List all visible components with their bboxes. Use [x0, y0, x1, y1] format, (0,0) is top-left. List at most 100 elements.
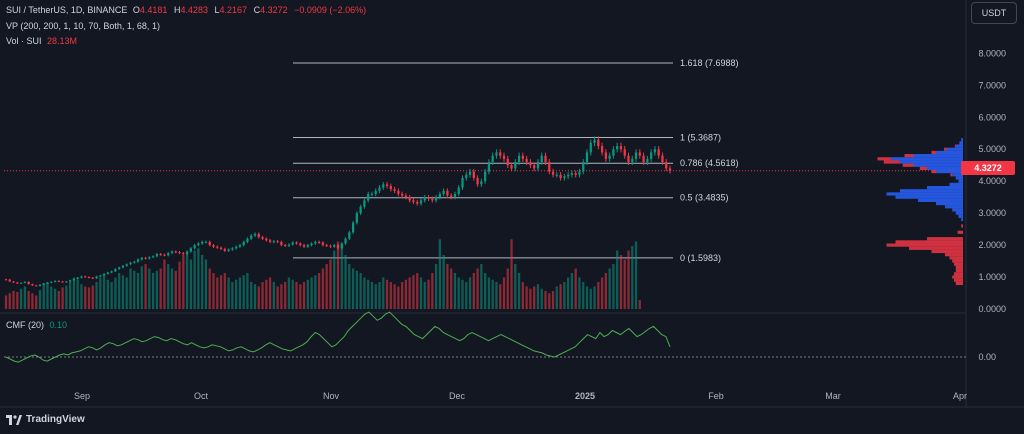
- volume-bar: [136, 273, 140, 309]
- volume-legend[interactable]: Vol · SUI 28.13M: [6, 36, 80, 46]
- price-tick-label: 5.0000: [978, 144, 1006, 154]
- candle-body: [8, 279, 11, 282]
- volume-bar: [367, 279, 370, 309]
- fib-level-label: 1 (5.3687): [680, 132, 721, 142]
- volume-bar: [514, 264, 517, 309]
- fib-level-label: 0.5 (3.4835): [680, 193, 729, 203]
- candle-body: [159, 254, 162, 256]
- volume-bar: [536, 284, 540, 309]
- volume-bar: [148, 268, 151, 309]
- candle-body: [585, 152, 589, 163]
- candle-body: [536, 162, 540, 169]
- currency-button[interactable]: USDT: [971, 2, 1017, 24]
- candle-body: [155, 254, 159, 257]
- vp-bar-down: [877, 157, 891, 161]
- vp-label: VP (200, 200, 1, 10, 70, Both, 1, 68, 1): [6, 21, 160, 31]
- volume-bar: [589, 288, 592, 309]
- candle-body: [110, 271, 113, 273]
- volume-bar: [246, 273, 249, 309]
- time-tick-label: Apr: [953, 391, 967, 401]
- price-tick-label: 3.0000: [978, 208, 1006, 218]
- candle-body: [99, 275, 102, 277]
- tradingview-logo[interactable]: TradingView: [6, 414, 85, 425]
- candle-body: [351, 222, 355, 233]
- candle-body: [359, 206, 362, 214]
- candle-body: [555, 174, 558, 176]
- candle-body: [506, 158, 509, 166]
- volume-bar: [616, 250, 619, 309]
- volume-bar: [242, 275, 245, 309]
- candle-body: [276, 241, 279, 243]
- candle-body: [170, 251, 174, 254]
- candle-body: [314, 241, 317, 244]
- volume-bar: [450, 268, 453, 309]
- volume-bar: [461, 279, 464, 309]
- candle-body: [125, 264, 128, 266]
- volume-bar: [321, 268, 325, 309]
- volume-bar: [378, 282, 381, 309]
- vp-bar-down: [954, 262, 963, 266]
- volume-bar: [227, 277, 230, 309]
- volume-bar: [325, 264, 328, 309]
- vp-legend[interactable]: VP (200, 200, 1, 10, 70, Both, 1, 68, 1): [6, 21, 163, 31]
- price-axis: 8.0000 7.0000 6.0000 5.0000 4.0000 3.0000 2.00…: [978, 48, 1006, 362]
- candle-body: [431, 198, 434, 201]
- cmf-legend[interactable]: CMF (20) 0.10: [6, 320, 70, 330]
- candle-body: [653, 149, 657, 153]
- vp-bar-down: [952, 275, 963, 279]
- candle-body: [201, 241, 204, 244]
- candle-body: [250, 235, 253, 239]
- candle-body: [57, 280, 60, 282]
- volume-bar: [382, 277, 385, 309]
- vp-bar-up: [955, 176, 963, 180]
- volume-bar: [125, 277, 128, 309]
- volume-bar: [495, 282, 498, 309]
- candle-body: [321, 242, 325, 246]
- volume-bar: [284, 282, 287, 309]
- volume-bar: [359, 273, 362, 309]
- vp-bar-down: [931, 170, 936, 174]
- candle-body: [567, 174, 570, 177]
- candle-body: [634, 152, 638, 159]
- candle-body: [551, 171, 555, 175]
- volume-bar: [19, 288, 23, 309]
- candle-body: [480, 181, 483, 185]
- candle-body: [525, 158, 528, 163]
- time-tick-label: Feb: [708, 391, 724, 401]
- vp-bar-up: [958, 214, 963, 218]
- vp-bar-down: [961, 224, 963, 228]
- volume-bar: [370, 282, 374, 309]
- candle-body: [242, 241, 245, 246]
- candle-body: [46, 282, 49, 284]
- volume-bar: [529, 288, 532, 309]
- volume-bar: [465, 282, 468, 309]
- vp-bar-up: [886, 192, 963, 196]
- candle-body: [106, 272, 109, 274]
- candle-body: [272, 241, 275, 243]
- volume-bar: [35, 295, 38, 309]
- candle-body: [65, 281, 68, 283]
- symbol-legend: SUI / TetherUS, 1D, BINANCE O4.4181 H4.4…: [6, 5, 369, 15]
- fib-level-label: 0.786 (4.5618): [680, 158, 739, 168]
- volume-bar: [295, 282, 298, 309]
- candle-body: [53, 280, 57, 282]
- candle-body: [638, 152, 641, 156]
- candle-body: [427, 197, 430, 199]
- volume-bar: [76, 279, 79, 309]
- candle-body: [619, 146, 623, 150]
- vp-bar-down: [955, 281, 963, 286]
- vp-bar-down: [902, 163, 914, 167]
- volume-bar: [69, 282, 72, 309]
- candle-body: [404, 195, 408, 198]
- volume-bar: [201, 255, 204, 309]
- volume-bar: [600, 277, 604, 309]
- candle-body: [457, 187, 460, 194]
- volume-bar: [268, 277, 272, 309]
- price-tick-label: 1.0000: [978, 272, 1006, 282]
- vp-bar-down: [954, 272, 963, 276]
- volume-bar: [314, 275, 317, 309]
- candle-body: [616, 146, 619, 150]
- volume-bar: [419, 277, 423, 309]
- vp-bar-down: [957, 230, 963, 234]
